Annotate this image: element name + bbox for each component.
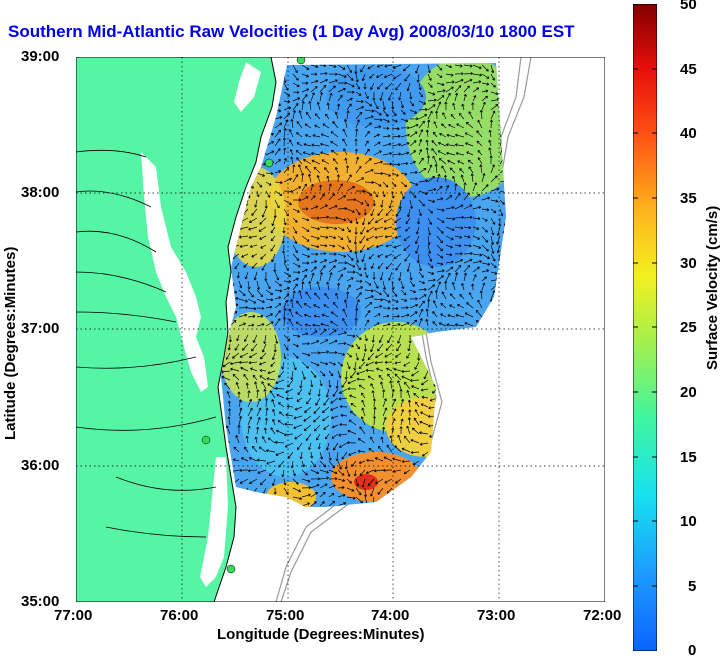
colorbar-tick-label: 20 xyxy=(680,384,697,401)
x-tick-label: 74:00 xyxy=(371,607,410,624)
colorbar-tick-label: 30 xyxy=(680,255,697,272)
colorbar-tick-label: 0 xyxy=(688,642,697,659)
y-tick-label: 37:00 xyxy=(21,320,60,337)
chesapeake-bay xyxy=(141,152,208,392)
x-tick-label: 75:00 xyxy=(266,607,305,624)
y-axis-label: Latitude (Degrees:Minutes) xyxy=(2,246,19,440)
y-tick-label: 35:00 xyxy=(21,593,60,610)
y-tick-label: 39:00 xyxy=(21,48,60,65)
velocity-map xyxy=(76,57,605,602)
map-title: Southern Mid-Atlantic Raw Velocities (1 … xyxy=(8,22,575,41)
station-marker xyxy=(264,158,274,168)
velocity-arrows xyxy=(221,64,506,507)
y-tick-label: 38:00 xyxy=(21,184,60,201)
x-axis-label: Longitude (Degrees:Minutes) xyxy=(217,626,425,643)
y-tick-label: 36:00 xyxy=(21,457,60,474)
colorbar-tick-label: 45 xyxy=(680,61,697,78)
x-tick-label: 77:00 xyxy=(54,607,93,624)
station-marker xyxy=(226,564,236,574)
hf-radar-stations xyxy=(201,57,306,574)
station-marker xyxy=(201,435,211,445)
colorbar-tick-label: 40 xyxy=(680,125,697,142)
grid-lines xyxy=(76,57,605,602)
delaware-bay xyxy=(234,62,261,112)
colorbar xyxy=(633,4,657,651)
sound xyxy=(200,457,228,587)
colorbar-tick-label: 35 xyxy=(680,190,697,207)
x-tick-label: 73:00 xyxy=(477,607,516,624)
colorbar-tick-label: 50 xyxy=(680,0,697,13)
colorbar-tick-label: 25 xyxy=(680,319,697,336)
colorbar-tick-label: 15 xyxy=(680,449,697,466)
x-tick-label: 72:00 xyxy=(583,607,622,624)
colorbar-label: Surface Velocity (cm/s) xyxy=(704,205,721,370)
colorbar-tick-label: 5 xyxy=(688,578,697,595)
station-marker xyxy=(296,57,306,65)
x-tick-label: 76:00 xyxy=(160,607,199,624)
colorbar-tick-label: 10 xyxy=(680,513,697,530)
